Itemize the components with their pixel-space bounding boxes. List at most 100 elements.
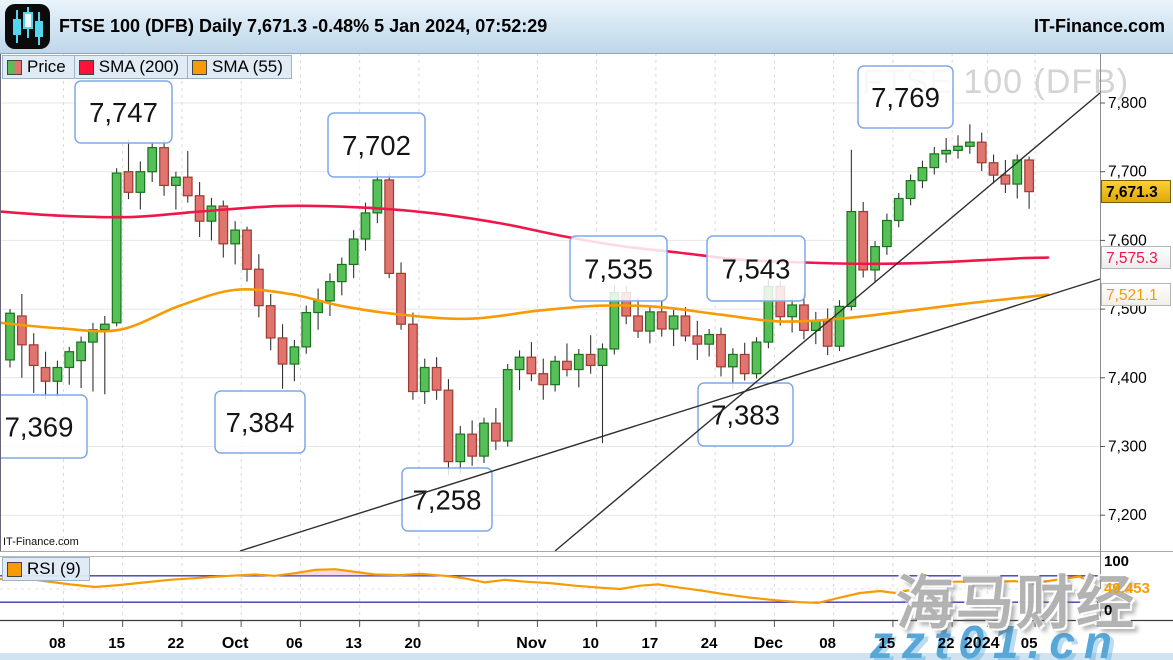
sma200-price-tag: 7,575.3 (1101, 246, 1171, 269)
candles (5, 124, 1035, 476)
candle-down (988, 162, 999, 176)
y-tick-label: 7,200 (1108, 507, 1147, 524)
candle-down (585, 353, 596, 367)
candle-down (680, 315, 691, 337)
candle-up (917, 166, 928, 182)
legend-price-chip[interactable]: Price (2, 55, 75, 79)
trend-line (239, 278, 1101, 552)
price-annotation-label: 7,702 (342, 130, 411, 161)
legend-sma200-label: SMA (200) (98, 57, 180, 76)
candle-down (277, 337, 288, 365)
candle-down (384, 179, 395, 274)
price-annotation-box (569, 235, 668, 302)
candle-down (265, 305, 276, 339)
candle-down (538, 373, 549, 386)
rsi-axis-bottom-label: 0 (1104, 602, 1113, 619)
candle-up (870, 245, 880, 271)
price-annotation-label: 7,384 (226, 407, 295, 438)
price-annotation-label: 7,535 (584, 253, 653, 284)
candle-up (64, 351, 75, 369)
candle-up (929, 153, 940, 169)
candle-up (597, 348, 608, 367)
candle-up (751, 341, 762, 375)
y-tick-label: 7,600 (1108, 232, 1147, 249)
candle-up (336, 263, 347, 283)
candle-up (419, 366, 430, 393)
candle-down (976, 141, 987, 164)
candle-up (289, 346, 300, 365)
source-label: IT-Finance.com (3, 536, 79, 548)
candle-up (704, 333, 715, 345)
candle-down (716, 333, 726, 368)
candle-down (159, 147, 169, 187)
candle-up (550, 360, 560, 386)
y-tick-label: 7,700 (1108, 164, 1147, 181)
candle-down (526, 356, 537, 375)
candle-down (858, 210, 869, 271)
candle-up (206, 205, 217, 222)
trend-line (554, 92, 1101, 552)
candle-down (28, 344, 39, 367)
candle-up (52, 366, 63, 382)
candle-up (147, 147, 158, 173)
legend-rsi-label: RSI (9) (27, 559, 81, 578)
x-day-label: 10 (582, 635, 599, 652)
legend-sma200-chip[interactable]: SMA (200) (74, 55, 189, 79)
candle-up (905, 180, 916, 200)
candle-up (325, 281, 335, 302)
candle-up (360, 212, 371, 240)
x-day-label: 15 (879, 635, 896, 652)
x-month-label: 2024 (964, 635, 1000, 652)
site-watermark: zzt01.cn (870, 616, 1121, 660)
price-annotation-box (327, 112, 426, 178)
legend-rsi-chip[interactable]: RSI (9) (2, 557, 90, 581)
y-tick-label: 7,800 (1108, 95, 1147, 112)
x-day-label: 06 (286, 635, 303, 652)
candle-down (799, 304, 809, 331)
candle-down (1000, 174, 1011, 185)
x-day-label: 05 (1021, 635, 1038, 652)
candle-up (135, 171, 146, 193)
x-day-label: 15 (108, 635, 125, 652)
price-annotation-label: 7,543 (722, 253, 791, 284)
x-day-label: 17 (642, 635, 659, 652)
candle-down (16, 315, 27, 346)
candle-up (881, 219, 892, 248)
x-month-label: Dec (754, 635, 783, 652)
candle-up (502, 368, 513, 442)
chart-title: FTSE 100 (DFB) Daily 7,671.3 -0.48% 5 Ja… (59, 16, 548, 36)
legend-sma55-chip[interactable]: SMA (55) (188, 55, 292, 79)
candle-down (490, 422, 501, 442)
y-tick-label: 7,400 (1108, 370, 1147, 387)
cn-watermark: 海马财经 (896, 571, 1137, 636)
candle-up (76, 341, 87, 362)
candle-up (953, 145, 963, 152)
legend-price-label: Price (27, 57, 66, 76)
candle-down (633, 315, 643, 332)
candle-up (573, 353, 584, 371)
candle-down (40, 366, 51, 382)
candle-down (739, 353, 750, 375)
price-annotation-label: 7,747 (89, 97, 158, 128)
candle-up (5, 312, 15, 361)
price-annotation-label: 7,369 (5, 411, 74, 442)
rsi-swatch-icon (7, 561, 22, 577)
candle-up (479, 422, 489, 457)
candle-up (834, 305, 845, 347)
candle-down (562, 360, 572, 371)
title-bar: FTSE 100 (DFB) Daily 7,671.3 -0.48% 5 Ja… (0, 0, 1173, 54)
candle-down (408, 323, 418, 393)
candle-down (182, 176, 193, 197)
candle-up (301, 311, 312, 348)
candle-up (111, 172, 122, 324)
candle-up (846, 210, 857, 307)
candle-up (230, 229, 241, 245)
rsi-overbought-fill (230, 569, 445, 576)
legend-sma55-label: SMA (55) (212, 57, 283, 76)
candle-down (242, 229, 252, 270)
price-annotation-box (74, 80, 173, 144)
x-month-label: Oct (222, 635, 249, 652)
price-annotation-label: 7,258 (413, 484, 482, 515)
candle-down (194, 195, 205, 222)
